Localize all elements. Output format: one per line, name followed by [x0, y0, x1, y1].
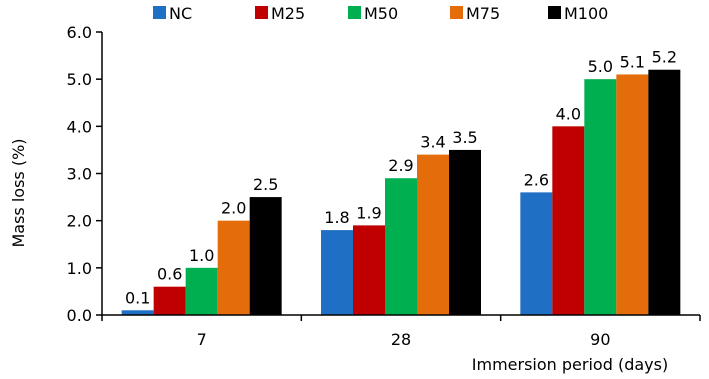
legend-swatch-m25 — [255, 6, 268, 19]
y-tick-label-1.0: 1.0 — [67, 259, 92, 278]
y-axis-title: Mass loss (%) — [9, 138, 28, 247]
axes-group: 7 28 90 0.0 1.0 2.0 3.0 4.0 5.0 6.0 — [67, 23, 701, 349]
data-label-nc-day-28: 1.8 — [324, 208, 349, 227]
data-label-m75-day-7: 2.0 — [221, 199, 246, 218]
data-label-nc-day-90: 2.6 — [524, 170, 549, 189]
bar-m100-day-90 — [648, 69, 681, 315]
y-tick-label-5.0: 5.0 — [67, 70, 92, 89]
bar-m50-day-7 — [185, 267, 218, 315]
bar-m50-day-90 — [584, 79, 617, 316]
bar-m25-day-28 — [353, 225, 385, 315]
bar-m75-day-28 — [417, 154, 449, 315]
legend-swatch-nc — [153, 6, 166, 19]
bar-m75-day-90 — [616, 74, 649, 315]
data-label-m100-day-7: 2.5 — [253, 175, 278, 194]
data-labels-group: 0.1 0.6 1.0 2.0 2.5 1.8 1.9 2.9 3.4 3.5 2.6 4.0 5.0 5… — [125, 48, 677, 308]
legend-label-nc: NC — [169, 4, 192, 23]
x-tick-label-28: 28 — [391, 330, 411, 349]
y-tick-label-4.0: 4.0 — [67, 117, 92, 136]
data-label-m25-day-90: 4.0 — [556, 104, 581, 123]
x-tick-label-7: 7 — [197, 330, 207, 349]
legend: NC M25 M50 M75 M100 — [153, 4, 608, 23]
data-label-m50-day-7: 1.0 — [189, 246, 214, 265]
bar-nc-day-28 — [321, 230, 353, 315]
data-label-m50-day-90: 5.0 — [588, 57, 613, 76]
legend-swatch-m75 — [450, 6, 463, 19]
data-label-m75-day-90: 5.1 — [620, 52, 645, 71]
data-label-nc-day-7: 0.1 — [125, 288, 150, 307]
legend-label-m75: M75 — [466, 4, 500, 23]
bar-m25-day-90 — [552, 126, 585, 315]
y-tick-label-0.0: 0.0 — [67, 306, 92, 325]
y-tick-label-3.0: 3.0 — [67, 165, 92, 184]
legend-label-m50: M50 — [364, 4, 398, 23]
legend-label-m100: M100 — [564, 4, 608, 23]
data-label-m100-day-28: 3.5 — [452, 128, 477, 147]
legend-swatch-m50 — [348, 6, 361, 19]
bar-m25-day-7 — [153, 286, 186, 315]
bar-nc-day-7 — [121, 310, 154, 315]
data-label-m25-day-28: 1.9 — [356, 203, 381, 222]
bar-m50-day-28 — [385, 178, 417, 315]
legend-label-m25: M25 — [271, 4, 305, 23]
data-label-m100-day-90: 5.2 — [652, 48, 677, 67]
bars-group — [121, 69, 681, 316]
y-tick-label-6.0: 6.0 — [67, 23, 92, 42]
data-label-m25-day-7: 0.6 — [157, 265, 182, 284]
bar-m75-day-7 — [217, 220, 250, 315]
y-tick-label-2.0: 2.0 — [67, 212, 92, 231]
legend-swatch-m100 — [548, 6, 561, 19]
data-label-m50-day-28: 2.9 — [388, 156, 413, 175]
data-label-m75-day-28: 3.4 — [420, 133, 445, 152]
bar-m100-day-7 — [249, 197, 282, 315]
x-tick-label-90: 90 — [590, 330, 610, 349]
bar-nc-day-90 — [520, 192, 553, 315]
bar-m100-day-28 — [449, 149, 481, 315]
x-axis-title: Immersion period (days) — [472, 355, 668, 374]
